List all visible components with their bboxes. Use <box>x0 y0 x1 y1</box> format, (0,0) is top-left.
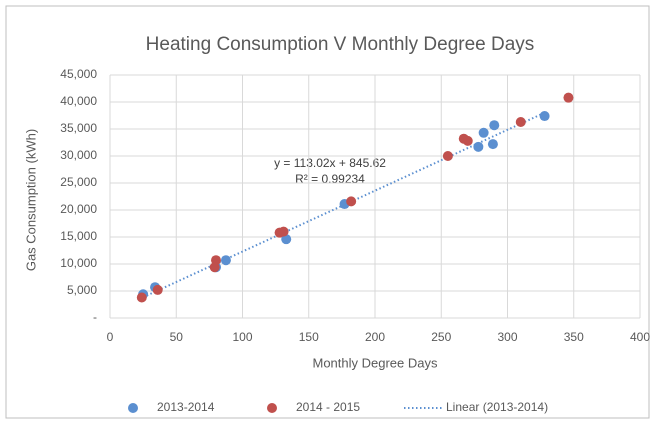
point <box>563 92 574 103</box>
x-tick-label: 50 <box>170 330 184 344</box>
point <box>489 120 500 131</box>
point <box>281 234 292 245</box>
x-tick-label: 300 <box>497 330 517 344</box>
point <box>152 284 163 295</box>
x-axis-label: Monthly Degree Days <box>313 355 438 370</box>
x-tick-label: 0 <box>107 330 114 344</box>
x-tick-label: 400 <box>630 330 650 344</box>
legend-marker <box>128 403 138 413</box>
point <box>346 196 357 207</box>
x-tick-label: 100 <box>232 330 252 344</box>
x-tick-label: 150 <box>299 330 319 344</box>
x-tick-label: 250 <box>431 330 451 344</box>
trend-equation: y = 113.02x + 845.62 <box>274 156 386 170</box>
point <box>220 255 231 266</box>
x-tick-label: 350 <box>564 330 584 344</box>
y-tick-label: 30,000 <box>60 148 97 162</box>
point <box>209 262 220 273</box>
trend-r-squared: R² = 0.99234 <box>295 172 365 186</box>
point <box>462 135 473 146</box>
point <box>487 139 498 150</box>
point <box>539 111 550 122</box>
legend-marker <box>267 403 277 413</box>
y-tick-label: 10,000 <box>60 256 97 270</box>
y-tick-label: 35,000 <box>60 121 97 135</box>
x-tick-label: 200 <box>365 330 385 344</box>
chart-title: Heating Consumption V Monthly Degree Day… <box>146 34 535 55</box>
y-tick-label: - <box>93 310 97 324</box>
y-tick-label: 5,000 <box>67 283 97 297</box>
point <box>278 226 289 237</box>
point <box>473 141 484 152</box>
legend-label: 2013-2014 <box>157 400 215 414</box>
point <box>478 127 489 138</box>
y-tick-label: 45,000 <box>60 67 97 81</box>
y-tick-label: 40,000 <box>60 94 97 108</box>
legend-label: Linear (2013-2014) <box>446 400 548 414</box>
point <box>515 116 526 127</box>
y-tick-label: 20,000 <box>60 202 97 216</box>
point <box>136 292 147 303</box>
point <box>442 151 453 161</box>
y-tick-label: 25,000 <box>60 175 97 189</box>
legend-label: 2014 - 2015 <box>296 400 360 414</box>
y-axis-label: Gas Consumption (kWh) <box>23 129 38 271</box>
y-tick-label: 15,000 <box>60 229 97 243</box>
